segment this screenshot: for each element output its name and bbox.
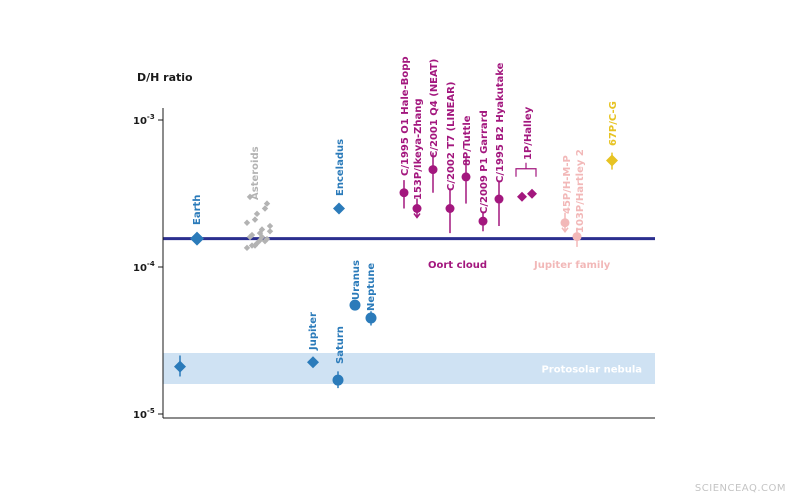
protosolar-band	[163, 352, 655, 384]
103p-hartley-2-point	[572, 232, 582, 242]
c-2009-p1-garrard-point	[478, 216, 488, 226]
earth-point	[190, 231, 204, 246]
c-1995-b2-hyakutake-label: C/1995 B2 Hyakutake	[495, 62, 506, 183]
jupiter-label: Jupiter	[308, 312, 319, 351]
unlabeled-0-point	[174, 360, 186, 373]
jupiter-family-label: Jupiter family	[533, 260, 611, 271]
67p-c-g-point	[606, 154, 618, 167]
jupiter-point	[307, 356, 319, 369]
c-2009-p1-garrard-label: C/2009 P1 Garrard	[479, 110, 490, 214]
y-axis-label: D/H ratio	[137, 71, 193, 84]
8p-tuttle-point	[461, 172, 471, 182]
1p-halley-label: 1P/Halley	[523, 106, 534, 160]
asteroid-point	[253, 240, 261, 247]
asteroid-point	[251, 216, 259, 223]
103p-hartley-2-label: 103P/Hartley 2	[575, 149, 586, 233]
oort-cloud-label: Oort cloud	[428, 260, 487, 271]
asteroid-point	[261, 205, 269, 212]
153p-ikeya-zhang-limit-arrow	[413, 213, 421, 219]
saturn-point	[332, 374, 344, 386]
saturn-label: Saturn	[335, 326, 346, 364]
c-2002-t7-linear-label: C/2002 T7 (LINEAR)	[446, 82, 457, 191]
45p-h-m-p-point	[560, 218, 570, 228]
asteroid-point	[248, 242, 256, 249]
1p-halley-bracket	[515, 162, 537, 177]
uranus-label: Uranus	[351, 260, 362, 300]
y-tick-label: 10-3	[133, 113, 155, 127]
asteroid-point	[246, 233, 254, 241]
data-labels: Earth Enceladus Jupiter Saturn Uranus Neptune…	[192, 56, 619, 364]
asteroid-point	[246, 193, 254, 201]
asteroid-point	[263, 200, 271, 207]
asteroid-point	[266, 222, 274, 230]
asteroid-point	[253, 210, 261, 218]
protosolar-band-label: Protosolar nebula	[541, 364, 642, 375]
data-marks	[174, 152, 618, 389]
45p-h-m-p-limit-arrow	[561, 227, 569, 233]
enceladus-label: Enceladus	[335, 139, 346, 196]
1p-halley-point-2	[527, 188, 537, 199]
asteroid-point	[258, 226, 266, 233]
neptune-point	[365, 312, 377, 324]
c-2002-t7-linear-point	[445, 204, 455, 214]
watermark: SCIENCEAQ.COM	[694, 483, 786, 494]
c-2001-q4-neat-point	[428, 165, 438, 175]
asteroid-point	[266, 228, 274, 235]
153p-ikeya-zhang-point	[412, 204, 422, 214]
y-tick-label: 10-5	[133, 407, 155, 421]
8p-tuttle-label: 8P/Tuttle	[462, 115, 473, 166]
67p-c-g-label: 67P/C-G	[608, 101, 619, 146]
y-tick-label: 10-4	[133, 260, 155, 274]
asteroid-point	[258, 233, 266, 241]
asteroid-point	[263, 235, 271, 243]
uranus-point	[349, 299, 361, 311]
asteroid-point	[248, 231, 256, 239]
c-1995-o1-hale-bopp-point	[399, 188, 409, 198]
c-2001-q4-neat-label: C/2001 Q4 (NEAT)	[429, 59, 440, 158]
153p-ikeya-zhang-label: 153P/Ikeya-Zhang	[413, 98, 424, 200]
c-1995-b2-hyakutake-point	[494, 194, 504, 204]
1p-halley-point	[517, 191, 527, 202]
c-1995-o1-hale-bopp-label: C/1995 O1 Hale-Bopp	[400, 56, 411, 176]
asteroid-point	[243, 219, 251, 226]
y-ticks: 10-3 10-4 10-5	[133, 113, 163, 421]
asteroid-point	[243, 244, 251, 252]
45p-h-m-p-label: 45P/H-M-P	[562, 155, 573, 214]
asteroids-label: Asteroids	[250, 146, 261, 200]
neptune-label: Neptune	[366, 263, 377, 311]
earth-label: Earth	[192, 195, 203, 225]
enceladus-point	[333, 202, 345, 215]
